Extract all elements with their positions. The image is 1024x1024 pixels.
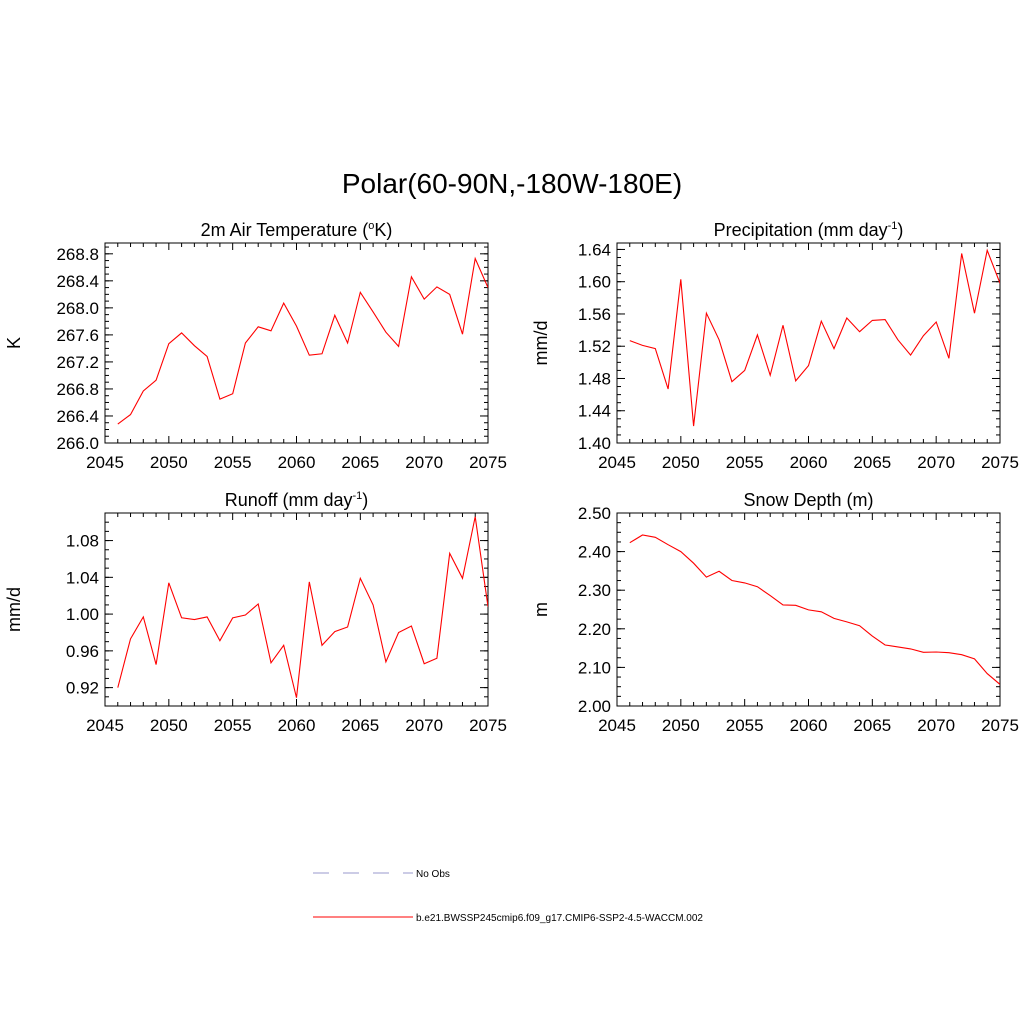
x-tick-label: 2055 [214,453,252,472]
x-tick-label: 2075 [981,453,1019,472]
y-tick-label: 1.44 [578,402,611,421]
x-tick-label: 2045 [598,453,636,472]
y-tick-label: 1.60 [578,273,611,292]
y-tick-label: 1.04 [66,568,99,587]
y-axis-label: mm/d [4,587,24,632]
y-tick-label: 2.40 [578,543,611,562]
x-tick-label: 2050 [150,716,188,735]
x-tick-label: 2065 [853,716,891,735]
y-tick-label: 1.48 [578,369,611,388]
plot-frame [616,242,1001,444]
panel-precipitation: Precipitation (mm day-1) 2045 2050 2055 2060… [531,220,1019,472]
y-tick-label: 267.6 [56,326,99,345]
x-tick-label: 2075 [469,716,507,735]
x-tick-label: 2065 [341,716,379,735]
y-tick-label: 1.64 [578,240,611,259]
x-tick-label: 2045 [86,716,124,735]
x-tick-label: 2055 [726,716,764,735]
y-tick-label: 0.92 [66,679,99,698]
y-tick-label: 267.2 [56,353,99,372]
legend: No Obs b.e21.BWSSP245cmip6.f09_g17.CMIP6… [313,869,703,924]
x-tick-label: 2060 [790,716,828,735]
y-tick-label: 2.00 [578,697,611,716]
y-tick-label: 268.0 [56,299,99,318]
legend-label-model: b.e21.BWSSP245cmip6.f09_g17.CMIP6-SSP2-4… [416,913,703,924]
y-axis-label: m [531,602,551,617]
plot-frame [104,512,489,707]
y-tick-label: 1.56 [578,305,611,324]
y-axis-label: mm/d [531,321,551,366]
x-tick-label: 2065 [341,453,379,472]
x-tick-label: 2070 [917,716,955,735]
y-tick-label: 266.4 [56,407,99,426]
x-tick-label: 2045 [598,716,636,735]
y-tick-label: 1.52 [578,337,611,356]
series-line-runoff [117,516,488,698]
panel-title: Runoff (mm day-1) [225,490,369,510]
x-tick-label: 2070 [917,453,955,472]
y-tick-label: 1.08 [66,532,99,551]
y-tick-label: 1.00 [66,605,99,624]
y-tick-label: 2.10 [578,658,611,677]
y-tick-label: 268.4 [56,272,99,291]
x-tick-label: 2065 [853,453,891,472]
figure-title: Polar(60-90N,-180W-180E) [341,168,683,199]
x-tick-label: 2050 [150,453,188,472]
x-tick-label: 2075 [469,453,507,472]
panel-title: 2m Air Temperature (oK) [201,220,393,240]
x-tick-label: 2050 [662,716,700,735]
y-tick-label: 2.20 [578,620,611,639]
panel-title: Precipitation (mm day-1) [714,220,904,240]
x-tick-label: 2070 [405,453,443,472]
panels-group: 2m Air Temperature (oK) 2045 2050 2055 2060 2… [4,220,1019,735]
x-tick-label: 2075 [981,716,1019,735]
legend-label-no-obs: No Obs [416,869,450,880]
x-tick-label: 2050 [662,453,700,472]
plot-frame [104,242,489,444]
y-tick-label: 266.8 [56,380,99,399]
y-tick-label: 266.0 [56,434,99,453]
series-line-precipitation [629,248,1000,427]
x-tick-label: 2045 [86,453,124,472]
series-line-snow-depth [629,534,1000,685]
y-tick-label: 1.40 [578,434,611,453]
y-axis-label: K [4,337,24,349]
panel-runoff: Runoff (mm day-1) 2045 2050 2055 2060 2065 207… [4,490,507,735]
y-tick-label: 2.30 [578,581,611,600]
x-tick-label: 2060 [790,453,828,472]
x-tick-label: 2060 [278,716,316,735]
y-tick-label: 2.50 [578,504,611,523]
panel-title: Snow Depth (m) [743,490,873,510]
y-tick-label: 0.96 [66,642,99,661]
series-line-air-temperature [117,256,488,425]
x-tick-label: 2060 [278,453,316,472]
x-tick-label: 2055 [214,716,252,735]
y-tick-label: 268.8 [56,245,99,264]
x-tick-label: 2055 [726,453,764,472]
panel-snow-depth: Snow Depth (m) 2045 2050 2055 2060 2065 2070 20… [531,490,1019,735]
panel-air-temperature: 2m Air Temperature (oK) 2045 2050 2055 2060 2… [4,220,507,472]
x-tick-label: 2070 [405,716,443,735]
